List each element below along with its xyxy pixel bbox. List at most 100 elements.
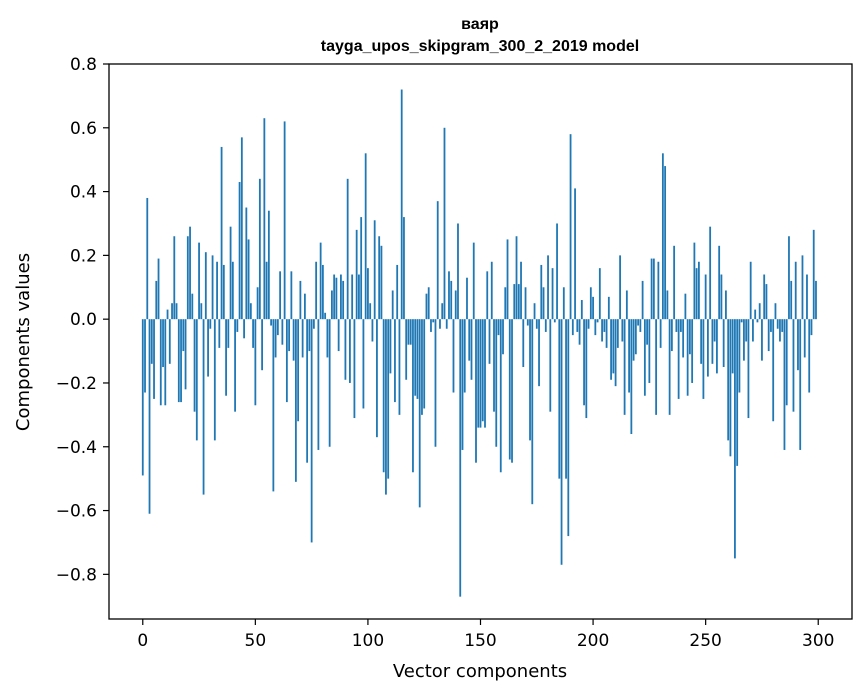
bar-262 bbox=[731, 319, 734, 374]
bar-168 bbox=[520, 261, 522, 320]
bar-251 bbox=[707, 319, 709, 377]
bar-216 bbox=[628, 319, 630, 393]
bar-29 bbox=[207, 319, 209, 377]
bar-16 bbox=[177, 319, 180, 403]
bar-225 bbox=[648, 319, 651, 383]
bar-252 bbox=[709, 226, 712, 320]
bar-61 bbox=[279, 271, 282, 320]
bar-5 bbox=[153, 319, 155, 399]
bar-240 bbox=[682, 319, 685, 358]
bar-164 bbox=[511, 319, 513, 463]
bar-298 bbox=[812, 229, 815, 320]
bar-38 bbox=[227, 319, 230, 348]
bar-255 bbox=[716, 319, 718, 374]
bar-110 bbox=[389, 319, 392, 374]
bar-211 bbox=[616, 319, 619, 348]
bar-17 bbox=[180, 319, 182, 403]
bar-224 bbox=[646, 319, 649, 345]
y-tick-label-4: 0.0 bbox=[70, 310, 97, 330]
y-tick-label-5: 0.2 bbox=[70, 246, 97, 266]
x-tick-label-0: 0 bbox=[137, 631, 148, 651]
bar-221 bbox=[639, 319, 642, 332]
bar-152 bbox=[484, 319, 486, 428]
bar-15 bbox=[175, 303, 178, 320]
bar-63 bbox=[283, 121, 286, 320]
bar-123 bbox=[418, 319, 421, 508]
bar-27 bbox=[202, 319, 205, 495]
x-tick-label-100: 100 bbox=[352, 631, 384, 651]
bar-186 bbox=[560, 319, 563, 565]
bar-34 bbox=[218, 319, 221, 348]
bar-173 bbox=[531, 319, 534, 505]
bar-228 bbox=[655, 319, 658, 415]
bar-65 bbox=[288, 319, 291, 352]
bar-253 bbox=[711, 319, 714, 364]
y-axis-label: Components values bbox=[13, 253, 34, 431]
bar-197 bbox=[585, 319, 588, 419]
bar-239 bbox=[679, 319, 682, 332]
bar-64 bbox=[285, 319, 288, 403]
bar-154 bbox=[488, 319, 491, 364]
bar-53 bbox=[261, 319, 263, 371]
bar-193 bbox=[576, 319, 579, 332]
bar-87 bbox=[337, 319, 340, 352]
bar-114 bbox=[398, 319, 401, 415]
bar-286 bbox=[785, 319, 788, 406]
bar-9 bbox=[162, 319, 164, 368]
bar-124 bbox=[421, 319, 423, 415]
bar-246 bbox=[695, 268, 698, 320]
bar-163 bbox=[508, 319, 511, 460]
bar-141 bbox=[459, 319, 462, 597]
bar-104 bbox=[376, 319, 378, 438]
bar-287 bbox=[788, 236, 790, 320]
bar-238 bbox=[677, 319, 680, 399]
bar-204 bbox=[601, 319, 603, 342]
bar-70 bbox=[299, 280, 302, 320]
y-tick-label-8: 0.8 bbox=[70, 55, 97, 75]
bar-282 bbox=[776, 319, 779, 329]
bar-132 bbox=[439, 319, 441, 329]
bar-140 bbox=[457, 223, 459, 320]
bar-175 bbox=[535, 319, 538, 329]
bar-28 bbox=[204, 252, 207, 320]
bar-68 bbox=[294, 319, 297, 482]
bar-181 bbox=[549, 319, 552, 412]
bar-199 bbox=[589, 287, 592, 320]
bar-261 bbox=[729, 319, 732, 457]
bar-72 bbox=[303, 293, 306, 320]
bar-50 bbox=[254, 319, 257, 406]
bar-159 bbox=[499, 319, 502, 473]
bar-198 bbox=[587, 319, 590, 329]
bars-group bbox=[141, 89, 817, 597]
bar-270 bbox=[749, 261, 752, 320]
bar-69 bbox=[297, 319, 300, 422]
bar-139 bbox=[454, 290, 457, 320]
bar-88 bbox=[340, 274, 342, 320]
bar-231 bbox=[661, 153, 664, 320]
bar-179 bbox=[544, 319, 547, 332]
bar-250 bbox=[704, 274, 707, 320]
bar-249 bbox=[702, 319, 705, 399]
bar-58 bbox=[272, 319, 275, 492]
bar-106 bbox=[380, 245, 383, 320]
bar-185 bbox=[558, 319, 561, 479]
bar-3 bbox=[148, 319, 151, 514]
bar-268 bbox=[745, 319, 748, 342]
bar-90 bbox=[344, 319, 347, 380]
bar-254 bbox=[713, 319, 716, 342]
bar-129 bbox=[432, 319, 435, 323]
bar-258 bbox=[722, 319, 725, 368]
bar-128 bbox=[430, 319, 432, 332]
bar-208 bbox=[610, 319, 612, 380]
bar-235 bbox=[670, 319, 673, 352]
bar-166 bbox=[515, 236, 518, 320]
bar-192 bbox=[574, 188, 576, 320]
bar-145 bbox=[468, 319, 471, 361]
bar-131 bbox=[436, 201, 439, 320]
bar-30 bbox=[209, 319, 212, 329]
bar-273 bbox=[756, 319, 759, 323]
bar-155 bbox=[490, 261, 493, 320]
bar-119 bbox=[409, 319, 412, 345]
bar-191 bbox=[571, 319, 574, 336]
bar-285 bbox=[783, 319, 786, 450]
